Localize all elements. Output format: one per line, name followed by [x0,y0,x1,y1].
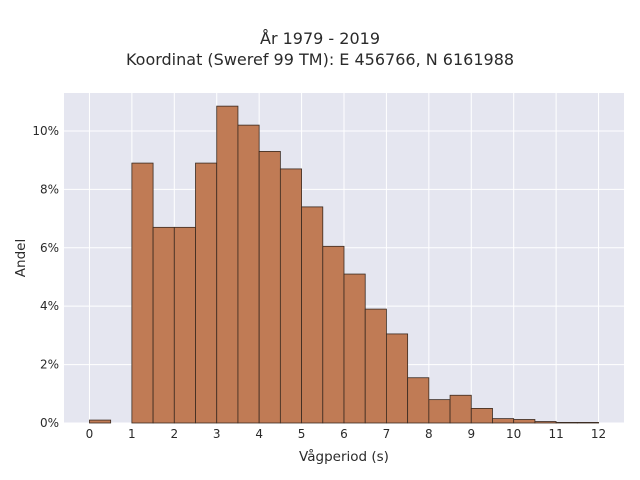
histogram-bar [237,124,260,424]
x-axis-ticks: 0 1 2 3 4 5 6 7 8 9 10 11 12 [86,427,607,441]
x-tick-label: 0 [86,427,94,441]
histogram-bar [428,399,451,424]
y-axis-label: Andel [13,239,29,277]
histogram-bar [131,162,154,424]
histogram-bar [258,151,281,424]
x-tick-label: 6 [340,427,348,441]
chart-title: År 1979 - 2019 [260,29,380,48]
x-tick-label: 5 [298,427,306,441]
histogram-bar [216,105,239,424]
histogram-bar [322,245,345,424]
histogram-bar [576,422,599,424]
y-tick-label: 6% [40,241,59,255]
histogram-bar [279,168,302,424]
histogram-bar [407,377,430,424]
x-tick-label: 8 [425,427,433,441]
y-tick-label: 8% [40,182,59,196]
x-axis-label: Vågperiod (s) [299,448,389,465]
histogram-bar [492,418,515,424]
histogram-bar [343,273,366,424]
y-axis-ticks: 0% 2% 4% 6% 8% 10% [32,124,59,430]
y-tick-label: 10% [32,124,59,138]
x-tick-label: 2 [170,427,178,441]
x-tick-label: 4 [255,427,263,441]
histogram-bar [195,162,218,424]
histogram-bar [173,226,196,424]
histogram-bar [534,421,557,424]
y-tick-label: 2% [40,358,59,372]
histogram-bar [152,226,175,424]
histogram-bar [449,394,472,424]
x-tick-label: 7 [383,427,391,441]
histogram-bar [513,419,536,424]
x-tick-label: 12 [591,427,606,441]
histogram-bar [555,422,578,424]
x-tick-label: 1 [128,427,136,441]
histogram-bar [89,419,112,424]
x-tick-label: 11 [548,427,563,441]
histogram-bar [364,308,387,424]
y-tick-label: 4% [40,299,59,313]
x-tick-label: 9 [467,427,475,441]
x-tick-label: 10 [506,427,521,441]
x-tick-label: 3 [213,427,221,441]
histogram-bar [386,333,409,424]
chart-subtitle: Koordinat (Sweref 99 TM): E 456766, N 61… [125,50,515,69]
bars [89,105,599,424]
histogram-bar [301,206,324,424]
y-tick-label: 0% [40,416,59,430]
histogram-bar [470,407,493,424]
